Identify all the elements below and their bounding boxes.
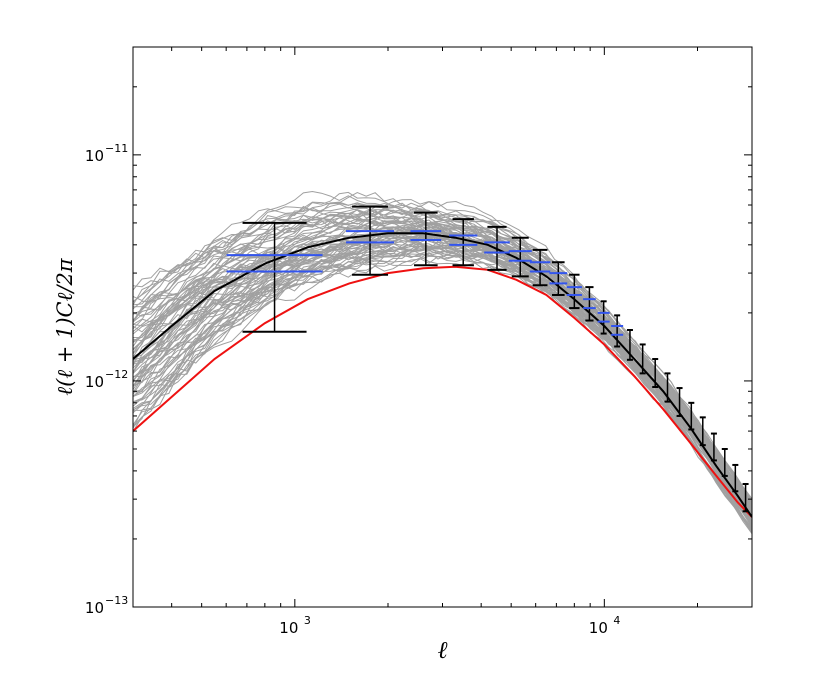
y-tick-exponent: −11 <box>105 142 128 155</box>
y-tick-label: 10 <box>85 599 104 617</box>
simulation-line <box>133 227 752 513</box>
y-tick-label: 10 <box>85 147 104 165</box>
y-tick-label: 10 <box>85 373 104 391</box>
simulation-line <box>133 226 752 533</box>
series-layer <box>133 232 752 518</box>
simulation-line <box>133 244 752 521</box>
y-tick-exponent: −13 <box>105 594 128 607</box>
simulation-line <box>133 246 752 518</box>
mean-series-line <box>133 232 752 518</box>
simulation-line <box>133 249 752 511</box>
simulation-line <box>133 200 752 502</box>
y-tick-exponent: −12 <box>105 368 128 381</box>
x-axis-label: ℓ <box>438 636 448 664</box>
x-tick-exponent: 4 <box>613 614 620 627</box>
simulation-line <box>133 246 752 527</box>
y-axis-label: ℓ(ℓ + 1)Cℓ/2π <box>53 257 77 395</box>
x-tick-exponent: 3 <box>304 614 311 627</box>
x-tick-label: 10 <box>279 619 298 637</box>
theory-series-line <box>133 265 752 518</box>
x-tick-label: 10 <box>589 619 608 637</box>
simulation-line <box>133 235 752 524</box>
error-bars <box>226 205 749 513</box>
simulation-line <box>133 242 752 531</box>
simulation-line <box>133 191 752 509</box>
